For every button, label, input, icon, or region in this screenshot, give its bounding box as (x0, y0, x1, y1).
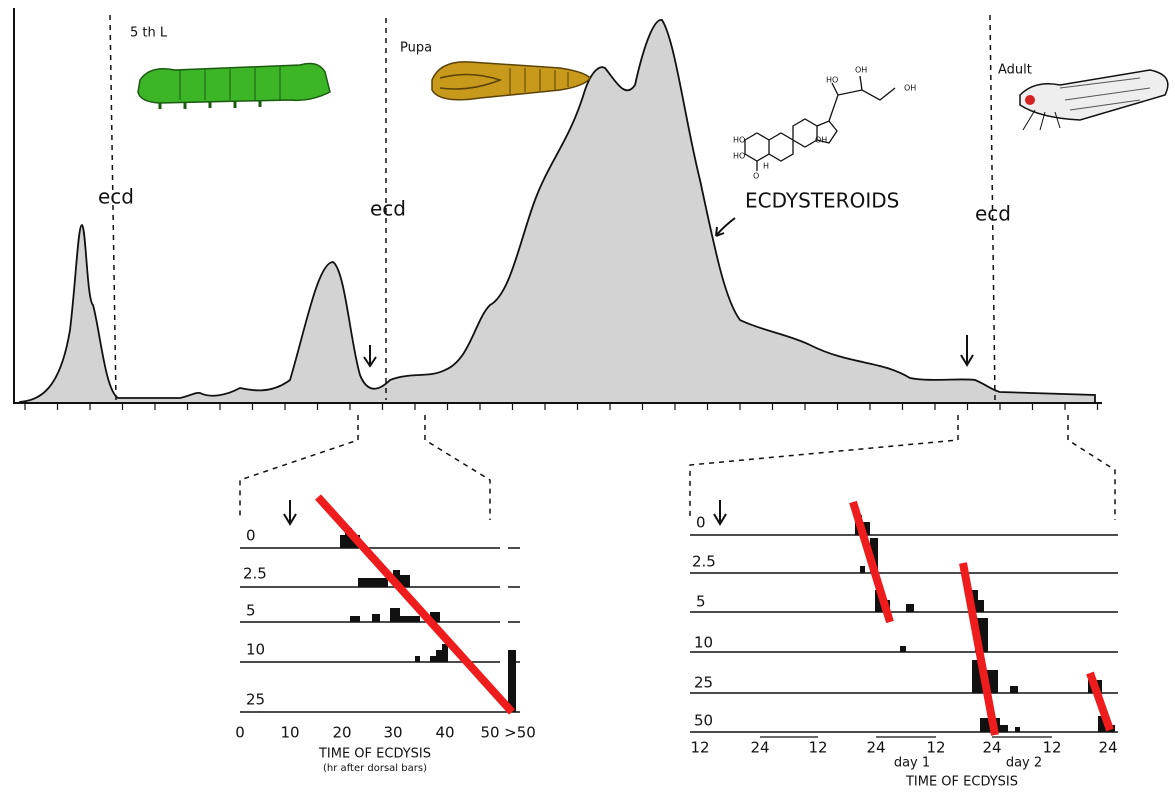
stage-label: Pupa (400, 41, 432, 56)
chem-label: OH (904, 84, 916, 93)
x-tick-label: 40 (435, 724, 454, 742)
chem-label: OH (815, 136, 827, 145)
row-label: 0 (246, 527, 256, 545)
ecd-label: ecd (370, 197, 406, 221)
x-tick-label: 12 (808, 739, 827, 757)
stage-label: Adult (998, 63, 1032, 78)
zoom-line (689, 415, 959, 520)
x-subtitle: (hr after dorsal bars) (323, 763, 427, 774)
chem-label: HO (733, 152, 745, 161)
x-tick-label: 24 (1098, 739, 1117, 757)
arrow (363, 345, 377, 368)
row-label: 5 (696, 593, 706, 611)
day-label: day 2 (1006, 756, 1042, 771)
chemical-structure (744, 75, 896, 171)
x-tick-label: 50 (480, 724, 499, 742)
x-tick-label: >50 (504, 724, 536, 742)
adult-image (1019, 69, 1169, 131)
chem-label: HO (733, 136, 745, 145)
zoom-line (1067, 415, 1116, 520)
row-label: 25 (246, 691, 265, 709)
day-label: day 1 (894, 756, 930, 771)
row-label: 2.5 (243, 565, 267, 583)
x-tick-label: 12 (690, 739, 709, 757)
ecdysis-line (989, 14, 996, 401)
row-label: 5 (246, 602, 256, 620)
pupa-image (431, 61, 591, 101)
arrow (715, 217, 736, 237)
x-tick-label: 12 (1042, 739, 1061, 757)
x-tick-label: 20 (332, 724, 351, 742)
ecdysteroid-curve (19, 19, 1096, 404)
zoom-line (424, 415, 491, 520)
right-panel (690, 500, 1118, 738)
x-tick-label: 30 (383, 724, 402, 742)
chem-label: H (763, 162, 769, 171)
row-label: 2.5 (692, 553, 716, 571)
row-label: 10 (246, 641, 265, 659)
chem-label: O (753, 172, 759, 181)
stage-label: 5 th L (130, 26, 168, 41)
x-tick-label: 24 (750, 739, 769, 757)
row-label: 10 (694, 634, 713, 652)
ecd-label: ecd (98, 185, 134, 209)
x-tick-label: 10 (280, 724, 299, 742)
x-title: TIME OF ECDYSIS (905, 775, 1018, 790)
row-label: 25 (694, 674, 713, 692)
row-label: 0 (696, 514, 706, 532)
x-tick-label: 24 (866, 739, 885, 757)
x-tick-label: 12 (926, 739, 945, 757)
x-tick-label: 0 (235, 724, 245, 742)
chem-label: HO (826, 76, 838, 85)
arrow (960, 335, 974, 367)
main-ticks (24, 403, 1099, 410)
ecd-label: ecd (975, 202, 1011, 226)
left-panel (240, 494, 520, 715)
larva-image (137, 62, 331, 109)
x-title: TIME OF ECDYSIS (318, 747, 431, 762)
chem-label: OH (855, 66, 867, 75)
x-tick-label: 24 (982, 739, 1001, 757)
hormone-label: ECDYSTEROIDS (745, 189, 899, 213)
zoom-line (239, 415, 359, 520)
row-label: 50 (694, 712, 713, 730)
ecdysis-line (109, 14, 117, 401)
